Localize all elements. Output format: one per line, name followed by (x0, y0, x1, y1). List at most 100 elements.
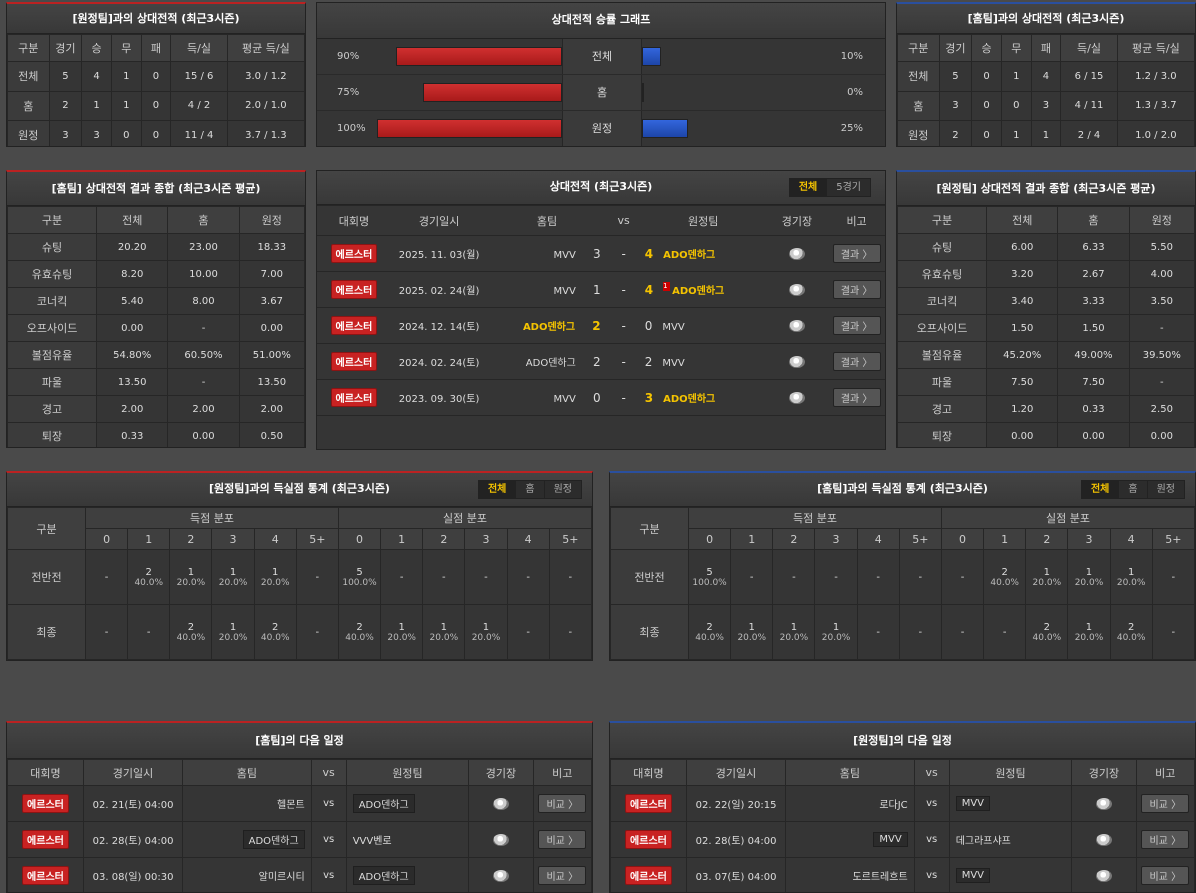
stadium-icon (1095, 797, 1112, 810)
date-cell: 2024. 02. 24(토) (390, 343, 488, 380)
note-cell: 결과 〉 (828, 379, 885, 416)
table-row: 에르스터 2024. 02. 24(토) ADO덴하그 2-2 MVV 결과 〉 (317, 343, 885, 380)
goal-cell: - (548, 549, 592, 605)
table-row: 전체 5 0 1 4 6 / 15 1.2 / 3.0 (897, 61, 1195, 92)
row-label: 코너킥 (897, 287, 988, 315)
stat-cell: 3.67 (238, 287, 305, 315)
h2h-table: 구분 경기 승 무 패 득/실 평균 득/실 전체 5 4 1 0 15 / 6 3.0 / 1.2 홈 2 1… (7, 34, 305, 146)
goal-count: 1 (482, 621, 490, 633)
goal-percent: 20.0% (779, 632, 809, 643)
compare-button[interactable]: 비교 〉 (538, 830, 587, 849)
concede-distribution-header: 실점 분포 (337, 507, 592, 529)
header-row: 구분 전체 홈 원정 (897, 206, 1195, 234)
stat-cell: 3.50 (1128, 287, 1195, 315)
result-button[interactable]: 결과 〉 (832, 352, 881, 371)
goal-cell: 1 20.0% (1067, 549, 1111, 605)
result-button[interactable]: 결과 〉 (832, 280, 881, 299)
goal-count: 2 (1001, 566, 1008, 578)
recent-title: 상대전적 (최근3시즌) (549, 180, 653, 193)
tab-away[interactable]: 원정 (1146, 481, 1184, 498)
goal-count: - (1171, 571, 1176, 583)
away-team-cell: 0 MVV (640, 307, 766, 344)
stat-cell: 54.80% (96, 341, 169, 369)
goal-percent: 20.0% (737, 632, 767, 643)
goal-cell: 1 20.0% (169, 549, 213, 605)
goal-cell: - (548, 604, 592, 660)
compare-button[interactable]: 비교 〉 (538, 794, 587, 813)
away-team-cell: 2 MVV (640, 343, 766, 380)
tab-away[interactable]: 원정 (543, 481, 581, 498)
row-label: 전체 (7, 61, 50, 92)
result-button[interactable]: 결과 〉 (832, 388, 881, 407)
note-cell: 비교 〉 (1135, 785, 1195, 822)
note-cell: 비교 〉 (1135, 821, 1195, 858)
stat-cell: 0 (971, 120, 1002, 146)
column-header: 경기장 (1071, 759, 1137, 786)
home-score: 2 (592, 319, 601, 333)
table-row: 최종 2 40.0% 1 20.0% 1 20.0% 1 20.0% - - - -2 40.0% 1 20.… (610, 604, 1195, 660)
goal-cell: - (84, 549, 129, 605)
recent-h2h-panel: 상대전적 (최근3시즌) 전체 5경기 대회명 경기일시 홈팀 vs 원정팀 경기장 비고 에… (316, 170, 886, 450)
table-row: 에르스터 2024. 12. 14(토) ADO덴하그 2-0 MVV 결과 〉 (317, 307, 885, 344)
summary-table: 구분 전체 홈 원정 슈팅 6.00 6.33 5.50 유효슈팅 3.20 2.67 4.00 코너킥… (897, 206, 1195, 447)
goals-title: [홈팀]과의 득실점 통계 (최근3시즌) (817, 482, 988, 495)
table-row: 퇴장 0.33 0.00 0.50 (7, 422, 305, 447)
compare-button[interactable]: 비교 〉 (1141, 794, 1190, 813)
goals-stats-home-panel: [홈팀]과의 득실점 통계 (최근3시즌) 전체 홈 원정 구분 득점 분포 실점 … (609, 471, 1196, 661)
stadium-icon (492, 833, 509, 846)
tab-last-5[interactable]: 5경기 (826, 179, 870, 196)
stat-cell: 1.50 (1057, 314, 1130, 342)
away-win-pct: 0% (847, 87, 863, 98)
recent-table: 대회명 경기일시 홈팀 vs 원정팀 경기장 비고 에르스터 2025. 11. 03(월) MV… (317, 205, 885, 416)
goal-cell: 2 40.0% (1109, 604, 1153, 660)
result-button[interactable]: 결과 〉 (832, 244, 881, 263)
goal-count: 1 (832, 621, 840, 633)
stat-cell: 2.00 (167, 395, 240, 423)
tab-all[interactable]: 전체 (1081, 481, 1119, 498)
tab-all[interactable]: 전체 (478, 481, 516, 498)
panel-title: [원정팀]의 다음 일정 (610, 723, 1195, 759)
tab-home[interactable]: 홈 (1118, 481, 1146, 498)
stat-cell: 0.33 (1057, 395, 1130, 423)
goal-count: - (399, 571, 404, 583)
column-header: 경기 (48, 34, 83, 62)
compare-button[interactable]: 비교 〉 (1141, 830, 1190, 849)
goal-percent: 20.0% (387, 632, 416, 643)
tab-home[interactable]: 홈 (515, 481, 543, 498)
tab-all[interactable]: 전체 (789, 179, 827, 196)
compare-button[interactable]: 비교 〉 (1141, 866, 1190, 885)
table-row: 에르스터 02. 28(토) 04:00 MVV vs 데그라프샤프 비교 〉 (610, 821, 1195, 858)
row-label: 최종 (7, 604, 86, 660)
goal-bucket-header: 4 (856, 528, 900, 550)
goal-count: 1 (790, 621, 798, 633)
vs-separator: - (606, 271, 641, 308)
row-label: 전반전 (610, 549, 689, 605)
goal-percent: 40.0% (345, 632, 374, 643)
table-row: 볼점유율 45.20% 49.00% 39.50% (897, 341, 1195, 369)
vs-label: vs (913, 821, 950, 858)
home-team: 로다JC (879, 800, 908, 811)
stadium-icon (492, 797, 509, 810)
goal-cell: 1 20.0% (422, 604, 466, 660)
goal-cell: - (730, 549, 774, 605)
stat-cell: 0.33 (96, 422, 169, 447)
goal-cell: - (856, 549, 900, 605)
result-button[interactable]: 결과 〉 (832, 316, 881, 335)
stat-cell: 8.20 (96, 260, 169, 288)
header-row: 구분 경기 승 무 패 득/실 평균 득/실 (7, 34, 305, 62)
goal-count: 1 (229, 621, 237, 633)
row-label: 오프사이드 (897, 314, 988, 342)
win-rate-graph-panel: 상대전적 승률 그래프 90% 전체 10% 75% 홈 0% 100% 원정 25% (316, 2, 886, 147)
goal-cell: 2 40.0% (687, 604, 732, 660)
away-team: MVV (662, 357, 685, 369)
table-row: 전반전 5 100.0% - - - - - -2 40.0% 1 20.0% 1 20.0% 1 20.0%… (610, 549, 1195, 605)
column-header: 경기일시 (82, 759, 184, 786)
home-win-pct: 100% (337, 123, 366, 134)
goal-cell: 1 20.0% (814, 604, 858, 660)
note-cell: 비교 〉 (532, 785, 592, 822)
compare-button[interactable]: 비교 〉 (538, 866, 587, 885)
goal-cell: 1 20.0% (1025, 549, 1069, 605)
graph-row-label: 원정 (562, 111, 642, 146)
stadium-cell (1071, 821, 1137, 858)
